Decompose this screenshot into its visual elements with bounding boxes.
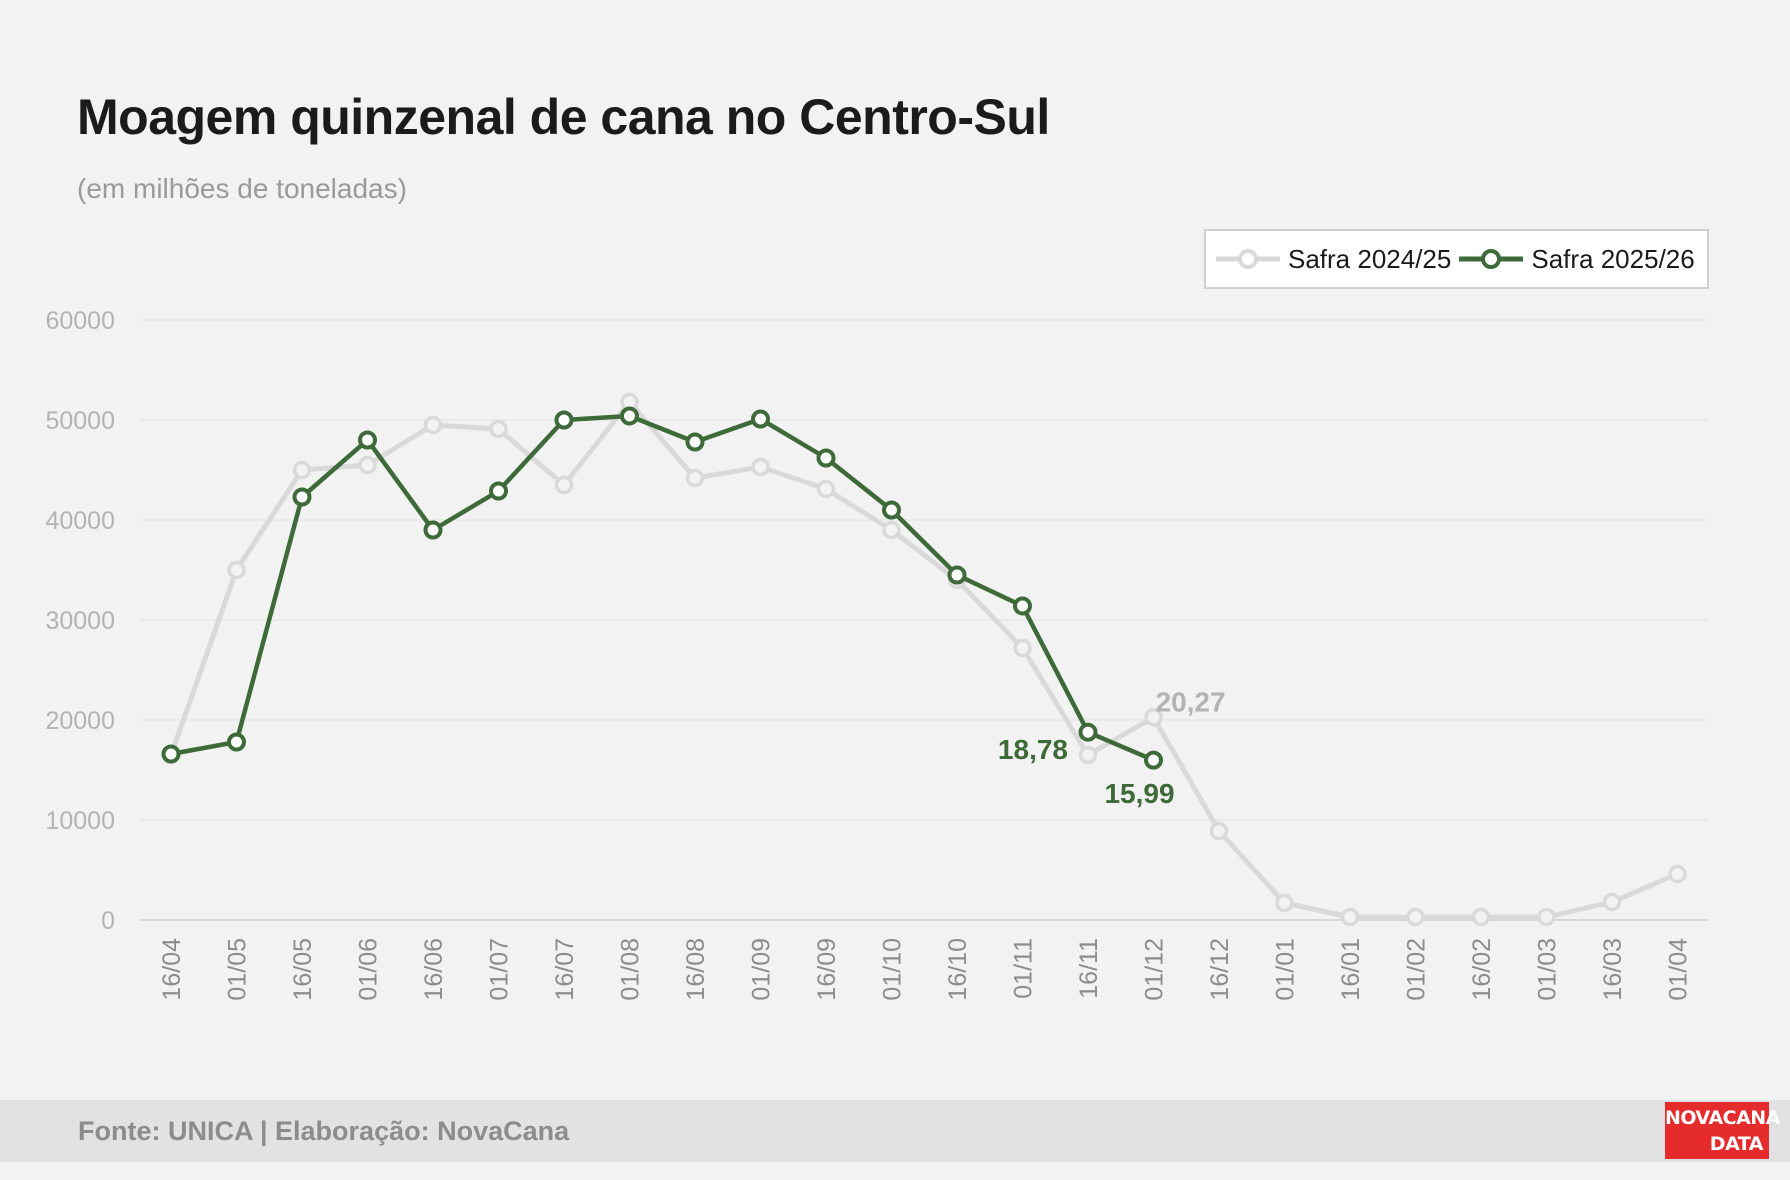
data-point (1668, 864, 1687, 884)
x-tick-label: 16/03 (1599, 938, 1627, 1001)
data-point (358, 455, 377, 475)
data-point (1406, 907, 1425, 927)
data-point (1078, 722, 1098, 742)
footer-bar: Fonte: UNICA | Elaboração: NovaCana (0, 1100, 1790, 1162)
y-tick-label: 30000 (45, 607, 115, 635)
data-point (227, 732, 246, 752)
x-tick-label: 16/08 (682, 938, 710, 1001)
x-tick-label: 01/11 (1010, 938, 1038, 999)
data-point (423, 520, 443, 540)
data-point (554, 410, 574, 430)
data-point (292, 460, 312, 480)
y-tick-label: 20000 (45, 707, 115, 735)
data-point (1013, 596, 1032, 616)
x-tick-label: 01/06 (355, 938, 383, 1001)
data-point (816, 479, 836, 499)
data-point (1537, 907, 1556, 927)
data-label: 15,99 (1104, 778, 1174, 809)
legend-label-2024-25: Safra 2024/25 (1288, 243, 1452, 274)
x-tick-label: 01/02 (1403, 938, 1431, 1001)
annotations: 20,27 18,78 15,99 (998, 686, 1226, 809)
legend-marker-2025-26 (1459, 249, 1524, 269)
data-point (227, 560, 246, 580)
y-tick-label: 60000 (45, 307, 115, 335)
data-point (1144, 750, 1163, 770)
data-label: 20,27 (1156, 686, 1226, 717)
legend-label-2025-26: Safra 2025/26 (1531, 243, 1695, 274)
data-point (882, 500, 901, 520)
x-tick-label: 16/12 (1206, 938, 1234, 1001)
x-tick-label: 01/05 (224, 938, 252, 1001)
data-point (358, 430, 377, 450)
data-point (161, 744, 181, 764)
data-point (620, 406, 639, 426)
chart-subtitle: (em milhões de toneladas) (77, 173, 407, 204)
x-tick-label: 16/04 (158, 938, 186, 1001)
source-credit: Fonte: UNICA | Elaboração: NovaCana (78, 1116, 570, 1146)
x-tick-label: 16/11 (1075, 938, 1103, 999)
x-tick-label: 16/10 (944, 938, 972, 1001)
data-point (882, 520, 901, 540)
x-tick-label: 01/04 (1665, 938, 1693, 1001)
data-point (1013, 638, 1032, 658)
x-tick-label: 16/09 (813, 938, 841, 1001)
data-point (423, 415, 443, 435)
data-point (554, 475, 574, 495)
legend-item-2025-26: Safra 2025/26 (1459, 243, 1695, 275)
x-tick-label: 01/08 (617, 938, 645, 1001)
data-point (489, 481, 508, 501)
novacana-data-logo: NOVACANA DATA (1665, 1102, 1780, 1159)
data-point (1471, 907, 1491, 927)
x-tick-label: 16/06 (420, 938, 448, 1001)
chart-legend: Safra 2024/25 Safra 2025/26 (1204, 229, 1709, 289)
data-point (292, 487, 312, 507)
series-2025-26 (161, 406, 1163, 770)
data-label: 18,78 (998, 734, 1068, 765)
x-tick-label: 01/09 (748, 938, 776, 1001)
x-tick-label: 16/07 (551, 938, 579, 1001)
data-point (751, 457, 770, 477)
data-point (1144, 708, 1163, 727)
data-point (947, 565, 967, 585)
y-tick-label: 50000 (45, 407, 115, 435)
x-tick-label: 01/12 (1141, 938, 1169, 1001)
data-point (489, 419, 508, 439)
legend-marker-2024-25 (1216, 249, 1280, 269)
data-point (751, 409, 770, 429)
data-point (1078, 745, 1098, 765)
logo-line-1: NOVACANA (1665, 1107, 1780, 1129)
legend-item-2024-25: Safra 2024/25 (1216, 244, 1451, 275)
x-tick-label: 16/05 (289, 938, 317, 1001)
y-tick-label: 0 (101, 907, 115, 935)
data-point (1275, 893, 1294, 913)
x-tick-label: 01/07 (486, 938, 514, 1001)
series-lines (161, 392, 1687, 927)
data-point (1209, 821, 1229, 841)
data-point (1340, 907, 1360, 927)
y-tick-label: 40000 (45, 507, 115, 535)
series-line (168, 399, 1679, 920)
logo-line-2: DATA (1709, 1133, 1764, 1155)
x-axis-ticks: 16/04 01/05 16/05 01/06 16/06 01/07 16/07 01/08… (158, 938, 1693, 1001)
line-chart: 0 10000 20000 30000 40000 50000 60000 16/04 01/… (45, 307, 1708, 1001)
x-tick-label: 01/01 (1272, 938, 1300, 1001)
x-tick-label: 16/01 (1337, 938, 1365, 1001)
data-point (816, 448, 836, 468)
x-tick-label: 01/03 (1534, 938, 1562, 1001)
gridlines (140, 319, 1708, 921)
x-tick-label: 16/02 (1468, 938, 1496, 1001)
data-point (685, 468, 705, 488)
series-line (170, 413, 1155, 763)
y-tick-label: 10000 (45, 807, 115, 835)
x-tick-label: 01/10 (879, 938, 907, 1001)
data-point (1602, 892, 1622, 912)
data-point (685, 432, 705, 452)
chart-title: Moagem quinzenal de cana no Centro-Sul (77, 89, 1050, 145)
y-axis-ticks: 0 10000 20000 30000 40000 50000 60000 (45, 307, 115, 935)
